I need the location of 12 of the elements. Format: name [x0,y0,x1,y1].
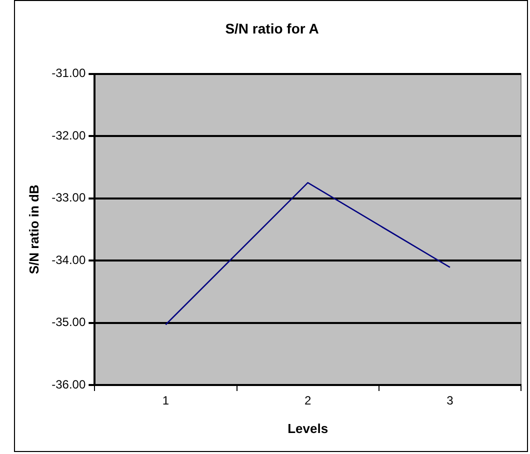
x-tick-label: 1 [162,394,170,408]
y-axis-title: S/N ratio in dB [26,184,42,274]
x-tick-label: 3 [446,394,454,408]
x-tick-label: 2 [304,394,312,408]
y-tick-label: -31.00 [52,66,86,80]
y-tick-label: -33.00 [52,190,86,205]
y-tick-label: -34.00 [52,252,86,267]
chart-title: S/N ratio for A [225,20,319,36]
x-axis-title: Levels [288,420,328,436]
y-tick-label: -35.00 [52,315,86,330]
y-tick-label: -32.00 [52,128,86,142]
y-tick-label: -36.00 [52,377,86,392]
